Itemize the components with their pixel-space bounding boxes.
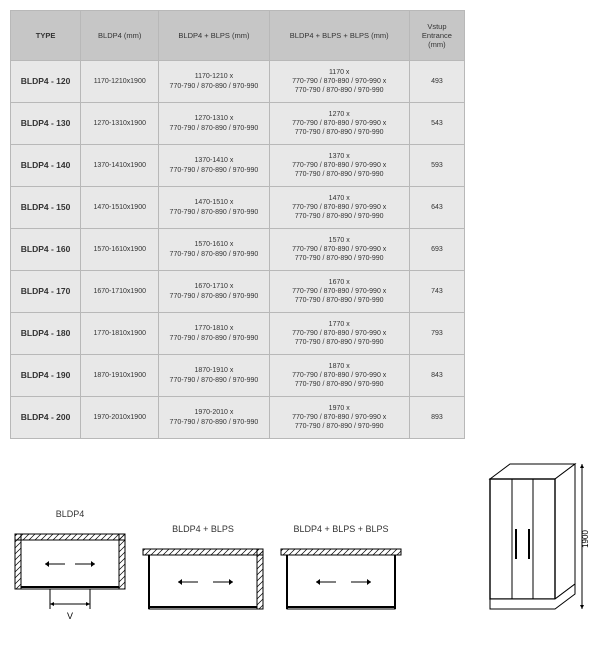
height-label: 1900 xyxy=(581,530,590,548)
diagram-bldp4-blps-blps: BLDP4 + BLPS + BLPS xyxy=(276,524,406,629)
col-header-combo2: BLDP4 + BLPS + BLPS (mm) xyxy=(269,11,409,61)
col-header-combo1: BLDP4 + BLPS (mm) xyxy=(159,11,269,61)
cell-bldp4: 1470-1510x1900 xyxy=(81,187,159,229)
cell-entry: 543 xyxy=(409,103,464,145)
cell-bldp4: 1970-2010x1900 xyxy=(81,397,159,439)
cell-entry: 893 xyxy=(409,397,464,439)
diagram-bldp4: BLDP4 V xyxy=(10,509,130,629)
cell-model: BLDP4 - 170 xyxy=(11,271,81,313)
cell-combo2: 1470 x770-790 / 870-890 / 970-990 x770-7… xyxy=(269,187,409,229)
spec-table: TYPE BLDP4 (mm) BLDP4 + BLPS (mm) BLDP4 … xyxy=(10,10,465,439)
cell-entry: 643 xyxy=(409,187,464,229)
diagram-bldp4-blps-svg xyxy=(138,544,268,629)
cell-bldp4: 1170-1210x1900 xyxy=(81,61,159,103)
cell-model: BLDP4 - 150 xyxy=(11,187,81,229)
cell-combo2: 1370 x770-790 / 870-890 / 970-990 x770-7… xyxy=(269,145,409,187)
cell-combo2: 1670 x770-790 / 870-890 / 970-990 x770-7… xyxy=(269,271,409,313)
cell-bldp4: 1270-1310x1900 xyxy=(81,103,159,145)
table-row: BLDP4 - 1201170-1210x19001170-1210 x770-… xyxy=(11,61,465,103)
cell-bldp4: 1570-1610x1900 xyxy=(81,229,159,271)
cell-entry: 493 xyxy=(409,61,464,103)
diagram-3d-svg: 1900 xyxy=(460,459,590,629)
v-label: V xyxy=(67,611,73,621)
cell-model: BLDP4 - 180 xyxy=(11,313,81,355)
cell-model: BLDP4 - 160 xyxy=(11,229,81,271)
cell-model: BLDP4 - 200 xyxy=(11,397,81,439)
cell-bldp4: 1870-1910x1900 xyxy=(81,355,159,397)
table-header-row: TYPE BLDP4 (mm) BLDP4 + BLPS (mm) BLDP4 … xyxy=(11,11,465,61)
cell-combo2: 1570 x770-790 / 870-890 / 970-990 x770-7… xyxy=(269,229,409,271)
cell-combo2: 1270 x770-790 / 870-890 / 970-990 x770-7… xyxy=(269,103,409,145)
cell-combo2: 1970 x770-790 / 870-890 / 970-990 x770-7… xyxy=(269,397,409,439)
spec-table-container: TYPE BLDP4 (mm) BLDP4 + BLPS (mm) BLDP4 … xyxy=(0,0,600,439)
cell-combo2: 1770 x770-790 / 870-890 / 970-990 x770-7… xyxy=(269,313,409,355)
table-body: BLDP4 - 1201170-1210x19001170-1210 x770-… xyxy=(11,61,465,439)
table-row: BLDP4 - 1901870-1910x19001870-1910 x770-… xyxy=(11,355,465,397)
col-header-entry: Vstup Entrance (mm) xyxy=(409,11,464,61)
cell-model: BLDP4 - 190 xyxy=(11,355,81,397)
diagram-label: BLDP4 + BLPS + BLPS xyxy=(293,524,388,534)
cell-model: BLDP4 - 120 xyxy=(11,61,81,103)
cell-entry: 593 xyxy=(409,145,464,187)
cell-combo1: 1670-1710 x770-790 / 870-890 / 970-990 xyxy=(159,271,269,313)
cell-bldp4: 1670-1710x1900 xyxy=(81,271,159,313)
cell-combo1: 1170-1210 x770-790 / 870-890 / 970-990 xyxy=(159,61,269,103)
diagram-bldp4-blps: BLDP4 + BLPS xyxy=(138,524,268,629)
cell-combo2: 1870 x770-790 / 870-890 / 970-990 x770-7… xyxy=(269,355,409,397)
cell-combo2: 1170 x770-790 / 870-890 / 970-990 x770-7… xyxy=(269,61,409,103)
col-header-bldp4: BLDP4 (mm) xyxy=(81,11,159,61)
table-row: BLDP4 - 1501470-1510x19001470-1510 x770-… xyxy=(11,187,465,229)
diagram-label: BLDP4 + BLPS xyxy=(172,524,234,534)
table-row: BLDP4 - 1801770-1810x19001770-1810 x770-… xyxy=(11,313,465,355)
table-row: BLDP4 - 1601570-1610x19001570-1610 x770-… xyxy=(11,229,465,271)
cell-combo1: 1870-1910 x770-790 / 870-890 / 970-990 xyxy=(159,355,269,397)
cell-combo1: 1270-1310 x770-790 / 870-890 / 970-990 xyxy=(159,103,269,145)
cell-entry: 793 xyxy=(409,313,464,355)
cell-bldp4: 1770-1810x1900 xyxy=(81,313,159,355)
cell-model: BLDP4 - 130 xyxy=(11,103,81,145)
table-row: BLDP4 - 1701670-1710x19001670-1710 x770-… xyxy=(11,271,465,313)
cell-bldp4: 1370-1410x1900 xyxy=(81,145,159,187)
cell-combo1: 1370-1410 x770-790 / 870-890 / 970-990 xyxy=(159,145,269,187)
cell-combo1: 1770-1810 x770-790 / 870-890 / 970-990 xyxy=(159,313,269,355)
cell-combo1: 1470-1510 x770-790 / 870-890 / 970-990 xyxy=(159,187,269,229)
cell-combo1: 1970-2010 x770-790 / 870-890 / 970-990 xyxy=(159,397,269,439)
table-row: BLDP4 - 1301270-1310x19001270-1310 x770-… xyxy=(11,103,465,145)
cell-combo1: 1570-1610 x770-790 / 870-890 / 970-990 xyxy=(159,229,269,271)
diagram-bldp4-blps-blps-svg xyxy=(276,544,406,629)
cell-entry: 843 xyxy=(409,355,464,397)
table-row: BLDP4 - 1401370-1410x19001370-1410 x770-… xyxy=(11,145,465,187)
table-row: BLDP4 - 2001970-2010x19001970-2010 x770-… xyxy=(11,397,465,439)
diagram-bldp4-svg: V xyxy=(10,529,130,629)
cell-entry: 693 xyxy=(409,229,464,271)
diagrams-row: BLDP4 V xyxy=(0,439,600,639)
diagram-label: BLDP4 xyxy=(56,509,85,519)
col-header-type: TYPE xyxy=(11,11,81,61)
cell-entry: 743 xyxy=(409,271,464,313)
cell-model: BLDP4 - 140 xyxy=(11,145,81,187)
diagram-3d: 1900 xyxy=(460,459,590,629)
